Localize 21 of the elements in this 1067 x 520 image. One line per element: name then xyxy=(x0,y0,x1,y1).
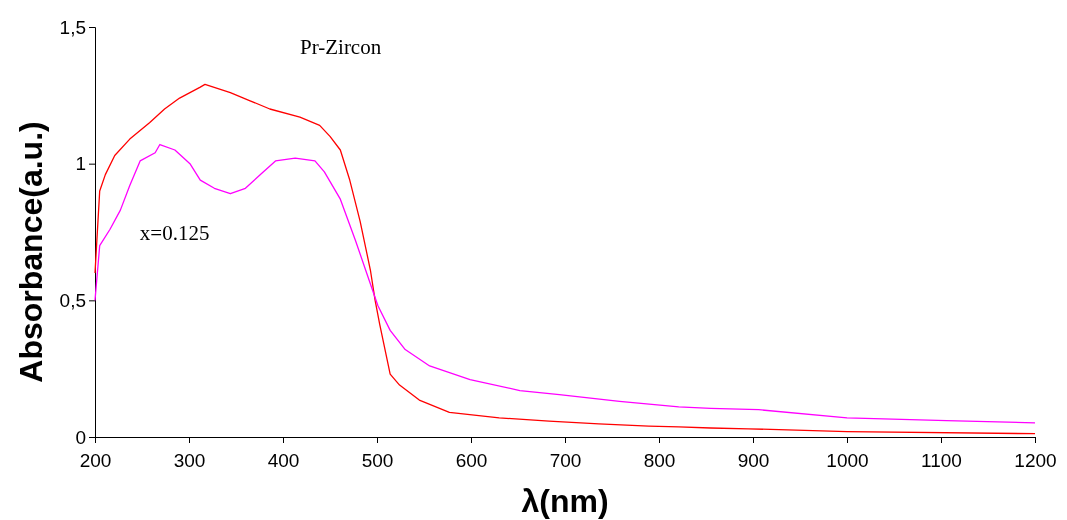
y-axis-title: Absorbance(a.u.) xyxy=(13,121,49,383)
x-tick-label: 600 xyxy=(455,449,488,471)
line-series xyxy=(94,143,1036,424)
x-tick-label: 800 xyxy=(643,449,676,471)
series-label: x=0.125 xyxy=(139,220,210,245)
y-tick-label: 1 xyxy=(75,153,86,175)
text: Pr-Zircon xyxy=(299,35,382,60)
x-tick-label: 500 xyxy=(361,449,394,471)
line-series xyxy=(94,83,1036,435)
x-tick-label: 300 xyxy=(173,449,206,471)
x-tick-label: 700 xyxy=(549,449,582,471)
x-tick-label: 1000 xyxy=(826,449,869,471)
x-tick-label: 1100 xyxy=(921,449,962,471)
x-tick-label: 400 xyxy=(267,449,300,471)
x-tick-label: 200 xyxy=(79,449,112,471)
y-tick-label: 0,5 xyxy=(59,289,86,311)
x-tick-label: 900 xyxy=(737,449,770,471)
x-tick-label: 1200 xyxy=(1014,449,1057,471)
y-tick-label: 0 xyxy=(75,426,86,448)
x-axis-title: λ(nm) xyxy=(521,483,609,519)
y-tick-label: 1,5 xyxy=(59,16,86,38)
